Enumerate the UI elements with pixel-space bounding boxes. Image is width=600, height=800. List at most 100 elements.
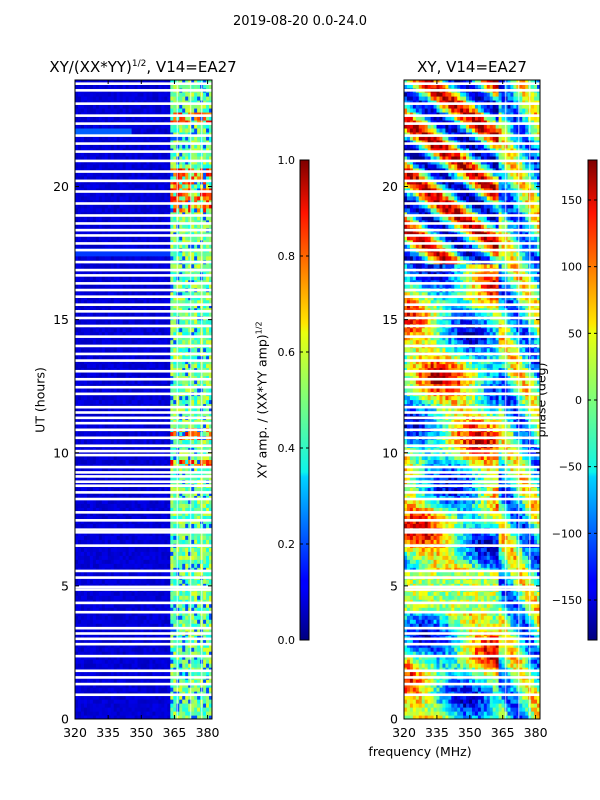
phase-flagged-row <box>404 214 540 217</box>
amplitude-flagged-row <box>75 316 212 320</box>
phase-flagged-row <box>404 453 540 457</box>
amplitude-flagged-row <box>75 288 212 292</box>
amplitude-flagged-row <box>75 528 212 531</box>
amplitude-flagged-row <box>75 484 212 488</box>
amplitude-flagged-row <box>75 511 212 514</box>
axes-layer: 320 335 350 365 380 0 5 10 15 20 320 335 350 365 380 0 5… <box>53 79 548 740</box>
phase-flagged-row <box>404 134 540 137</box>
right-ytick-label: 0 <box>390 712 398 727</box>
amplitude-flagged-row <box>75 248 212 252</box>
amplitude-flagged-row <box>75 82 212 85</box>
phase-flagged-row <box>404 632 540 635</box>
amplitude-flagged-row <box>75 669 212 673</box>
phase-heatmap <box>404 80 540 719</box>
amplitude-flagged-row <box>75 260 212 264</box>
amplitude-flagged-row <box>75 222 212 225</box>
amp-colorbar-tick-label: 0.8 <box>278 250 296 263</box>
amplitude-flagged-row <box>75 369 212 373</box>
amplitude-flagged-row <box>75 428 212 432</box>
phase-flagged-row <box>404 544 540 547</box>
phase-colorbar-tick-label: 0 <box>575 394 582 407</box>
amplitude-flagged-row <box>75 654 212 658</box>
phase-flagged-row <box>404 222 540 225</box>
amp-colorbar-tick-label: 0.0 <box>278 634 296 647</box>
phase-flagged-row <box>404 654 540 658</box>
amplitude-flagged-row <box>75 637 212 641</box>
phase-flagged-row <box>404 324 540 328</box>
phase-flagged-row <box>404 385 540 389</box>
amplitude-flagged-row <box>75 352 212 356</box>
amplitude-flagged-row <box>75 444 212 448</box>
phase-flagged-row <box>404 179 540 183</box>
phase-flagged-row <box>404 588 540 591</box>
phase-flagged-row <box>404 491 540 494</box>
amplitude-flagged-row <box>75 303 212 306</box>
amplitude-flagged-row <box>75 268 212 272</box>
phase-flagged-row <box>404 274 540 277</box>
left-xtick-label: 350 <box>129 725 153 740</box>
right-xtick-label: 350 <box>458 725 482 740</box>
phase-flagged-row <box>404 411 540 414</box>
phase-flagged-row <box>404 310 540 313</box>
amplitude-flagged-row <box>75 282 212 285</box>
left-ytick-label: 15 <box>53 312 69 327</box>
phase-flagged-row <box>404 693 540 697</box>
phase-flagged-row <box>404 449 540 453</box>
left-ytick-label: 20 <box>53 179 69 194</box>
phase-flagged-row <box>404 601 540 605</box>
right-ytick-label: 20 <box>382 179 398 194</box>
phase-flagged-row <box>404 519 540 522</box>
amplitude-flagged-row <box>75 421 212 425</box>
right-xtick-label: 335 <box>425 725 449 740</box>
amplitude-flagged-row <box>75 693 212 697</box>
phase-flagged-row <box>404 642 540 646</box>
amplitude-flagged-row <box>75 411 212 414</box>
left-ytick-label: 10 <box>53 445 69 460</box>
phase-flagged-row <box>404 248 540 252</box>
amplitude-flagged-row <box>75 497 212 501</box>
left-xtick-label: 320 <box>63 725 87 740</box>
amplitude-flagged-row <box>75 453 212 457</box>
phase-flagged-row <box>404 242 540 245</box>
right-panel-title: XY, V14=EA27 <box>417 58 527 76</box>
phase-flagged-row <box>404 170 540 173</box>
phase-flagged-row <box>404 122 540 125</box>
phase-flagged-row <box>404 369 540 373</box>
phase-flagged-row <box>404 142 540 145</box>
amplitude-flagged-row <box>75 89 212 92</box>
phase-flagged-row <box>404 392 540 396</box>
phase-flagged-row <box>404 295 540 298</box>
phase-flagged-row <box>404 352 540 356</box>
amp-colorbar-tick-label: 1.0 <box>278 154 296 167</box>
phase-flagged-row <box>404 465 540 469</box>
left-ytick-label: 0 <box>61 712 69 727</box>
left-ytick-label: 5 <box>61 578 69 593</box>
amplitude-flagged-row <box>75 436 212 440</box>
amplitude-flagged-row <box>75 588 212 591</box>
phase-flagged-row <box>404 228 540 232</box>
left-xtick-label: 365 <box>163 725 187 740</box>
left-xtick-label: 335 <box>96 725 120 740</box>
phase-flagged-row <box>404 444 540 448</box>
figure-suptitle: 2019-08-20 0.0-24.0 <box>233 14 367 29</box>
amplitude-flagged-row <box>75 601 212 605</box>
amplitude-flagged-row <box>75 190 212 193</box>
colorbar-ticks: 0.0 0.2 0.4 0.6 0.8 1.0 −150 −100 −50 0 50 100 150 <box>278 154 597 647</box>
amplitude-flagged-row <box>75 324 212 328</box>
amplitude-flagged-row <box>75 682 212 686</box>
phase-flagged-row <box>404 531 540 534</box>
phase-colorbar-tick-label: 50 <box>568 327 582 340</box>
phase-flagged-row <box>404 585 540 589</box>
amplitude-flagged-row <box>75 170 212 173</box>
amplitude-flagged-row <box>75 676 212 679</box>
left-panel-title: XY/(XX*YY)1/2, V14=EA27 <box>49 58 236 76</box>
phase-colorbar-tick-label: −50 <box>559 461 582 474</box>
phase-flagged-row <box>404 528 540 531</box>
amplitude-flagged-row <box>75 480 212 484</box>
phase-flagged-row <box>404 190 540 193</box>
right-xtick-label: 320 <box>392 725 416 740</box>
phase-flagged-row <box>404 569 540 573</box>
phase-colorbar-tick-label: 150 <box>561 194 582 207</box>
amplitude-flagged-row <box>75 519 212 522</box>
amplitude-flagged-row <box>75 576 212 579</box>
